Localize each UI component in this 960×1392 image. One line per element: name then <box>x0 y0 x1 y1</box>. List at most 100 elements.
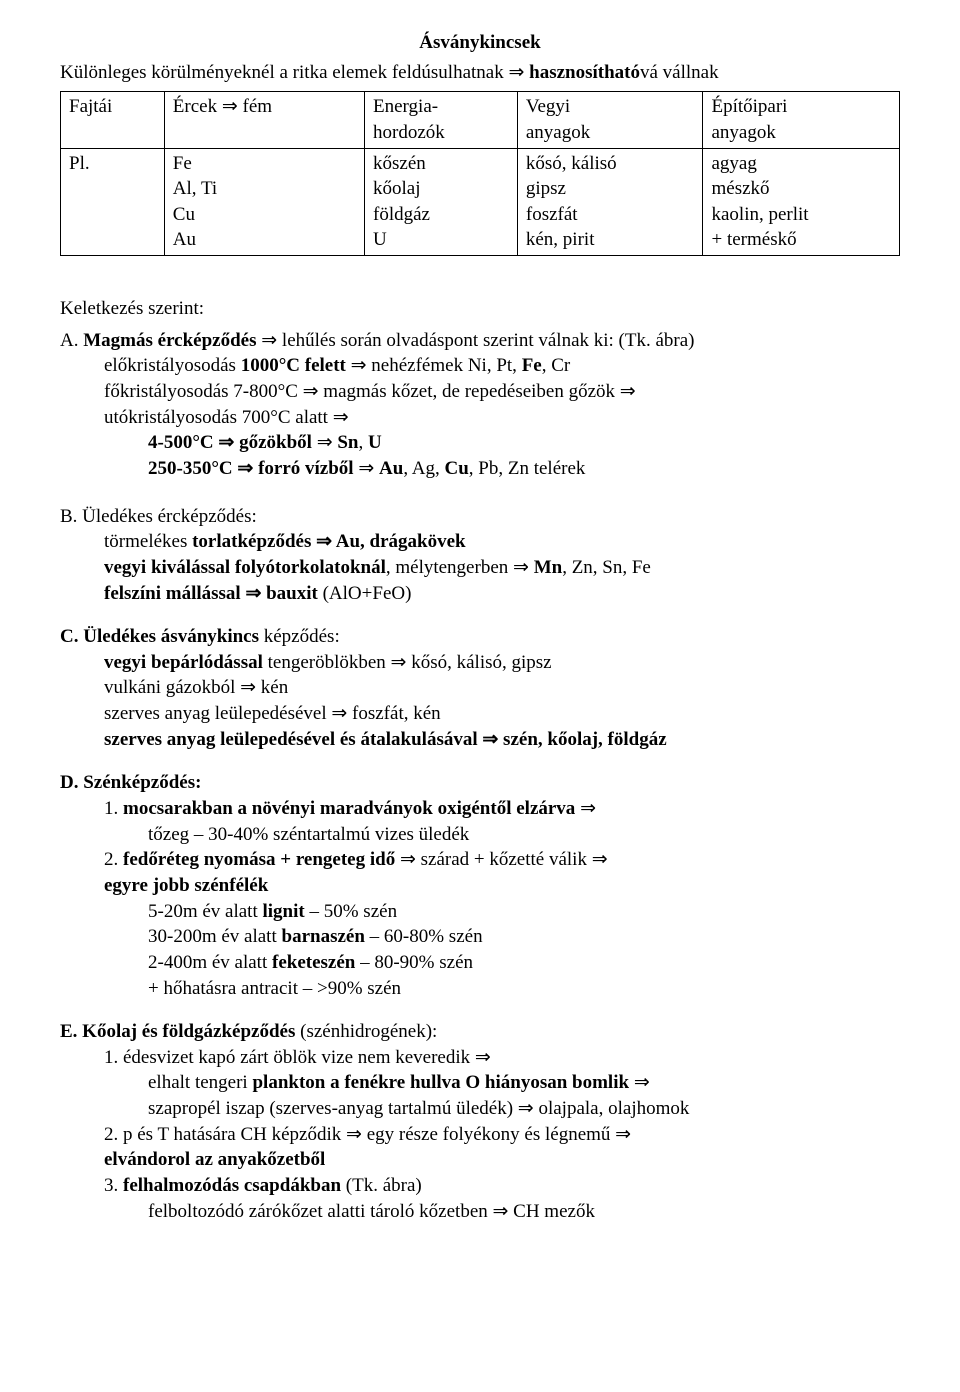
a-l3: utókristályosodás 700°C alatt ⇒ <box>104 405 900 431</box>
subtitle-post: vá vállnak <box>640 62 719 83</box>
text: (szénhidrogének): <box>295 1021 437 1042</box>
classification-table: Fajtái Ércek ⇒ fém Energia- hordozók Veg… <box>60 91 900 256</box>
bold: 250-350°C ⇒ <box>148 458 258 479</box>
b-l3: felszíni mállással ⇒ bauxit (AlO+FeO) <box>104 581 900 607</box>
d-l4: egyre jobb szénfélék <box>104 873 900 899</box>
e-l6: 3. felhalmozódás csapdákban (Tk. ábra) <box>104 1173 900 1199</box>
d-l3: 2. fedőréteg nyomása + rengeteg idő ⇒ sz… <box>104 847 900 873</box>
bold: U <box>368 432 382 453</box>
text: 2-400m év alatt <box>148 952 272 973</box>
text: 2. <box>104 849 123 870</box>
text: 5-20m év alatt <box>148 901 263 922</box>
a-l2: főkristályosodás 7-800°C ⇒ magmás kőzet,… <box>104 379 900 405</box>
b-l2: vegyi kiválással folyótorkolatoknál, mél… <box>104 555 900 581</box>
bold: torlatképződés ⇒ Au, drágakövek <box>192 531 466 552</box>
cell-line: Vegyi <box>526 94 695 120</box>
section-c: C. Üledékes ásványkincs képződés: vegyi … <box>60 624 900 752</box>
cell-fajtai: Fajtái <box>61 92 165 148</box>
text: képződés: <box>264 626 340 647</box>
text: – 80-90% szén <box>355 952 473 973</box>
text: ⇒ <box>575 798 596 819</box>
bold: Fe <box>522 355 542 376</box>
section-keletkezes: Keletkezés szerint: A. Magmás ércképződé… <box>60 296 900 481</box>
cell-line: foszfát <box>526 202 695 228</box>
e-l1: 1. édesvizet kapó zárt öblök vize nem ke… <box>104 1045 900 1071</box>
a-title-post: ⇒ lehűlés során olvadáspont szerint váln… <box>257 330 695 351</box>
e-l5: elvándorol az anyakőzetből <box>104 1147 900 1173</box>
cell-line: Energia- <box>373 94 509 120</box>
d-title: D. Szénképződés: <box>60 770 900 796</box>
b-l1: törmelékes torlatképződés ⇒ Au, drágaköv… <box>104 529 900 555</box>
bold: Sn <box>337 432 358 453</box>
text: tengeröblökben ⇒ kősó, kálisó, gipsz <box>263 652 552 673</box>
cell-line: kőszén <box>373 151 509 177</box>
cell-vegyi: Vegyi anyagok <box>517 92 703 148</box>
heading-keletkezes: Keletkezés szerint: <box>60 296 900 322</box>
c-l1: vegyi bepárlódással tengeröblökben ⇒ kős… <box>104 650 900 676</box>
cell-line: Cu <box>173 202 356 228</box>
text: , mélytengerben ⇒ <box>386 557 534 578</box>
e-l3: szapropél iszap (szerves-anyag tartalmú … <box>148 1096 900 1122</box>
bold: vegyi kiválással folyótorkolatoknál <box>104 557 386 578</box>
text: ⇒ <box>354 458 379 479</box>
table-row: Pl. Fe Al, Ti Cu Au kőszén kőolaj földgá… <box>61 148 900 256</box>
subtitle-bold: hasznosítható <box>529 62 640 83</box>
text: ⇒ szárad + kőzetté válik ⇒ <box>395 849 607 870</box>
a-l1: előkristályosodás 1000°C felett ⇒ nehézf… <box>104 353 900 379</box>
text: ⇒ <box>629 1072 650 1093</box>
cell-line: földgáz <box>373 202 509 228</box>
cell-line: kősó, kálisó <box>526 151 695 177</box>
bold: feketeszén <box>272 952 355 973</box>
section-d: D. Szénképződés: 1. mocsarakban a növény… <box>60 770 900 1001</box>
cell-line: Al, Ti <box>173 176 356 202</box>
cell-line: Építőipari <box>711 94 891 120</box>
e-l4: 2. p és T hatására CH képződik ⇒ egy rés… <box>104 1122 900 1148</box>
bold: vegyi bepárlódással <box>104 652 263 673</box>
table-row: Fajtái Ércek ⇒ fém Energia- hordozók Veg… <box>61 92 900 148</box>
subtitle-pre: Különleges körülményeknél a ritka elemek… <box>60 62 529 83</box>
cell-line: mészkő <box>711 176 891 202</box>
text: előkristályosodás <box>104 355 241 376</box>
bold: fedőréteg nyomása + rengeteg idő <box>123 849 395 870</box>
d-l2: tőzeg – 30-40% széntartalmú vizes üledék <box>148 822 900 848</box>
bold: barnaszén <box>282 926 365 947</box>
bold: 4-500 <box>148 432 192 453</box>
d-l5: 5-20m év alatt lignit – 50% szén <box>148 899 900 925</box>
d-l7: 2-400m év alatt feketeszén – 80-90% szén <box>148 950 900 976</box>
text: ⇒ nehézfémek Ni, Pt, <box>346 355 522 376</box>
cell-line: + terméskő <box>711 227 891 253</box>
text: – 60-80% szén <box>365 926 483 947</box>
bold: 1000°C felett <box>241 355 346 376</box>
text: , Cr <box>542 355 571 376</box>
cell-line: kén, pirit <box>526 227 695 253</box>
bold: lignit <box>263 901 305 922</box>
bold: mocsarakban a növényi maradványok oxigén… <box>123 798 575 819</box>
c-l4: szerves anyag leülepedésével és átalakul… <box>104 727 900 753</box>
c-l2: vulkáni gázokból ⇒ kén <box>104 675 900 701</box>
cell-ercek: Ércek ⇒ fém <box>164 92 364 148</box>
section-a-title: A. Magmás ércképződés ⇒ lehűlés során ol… <box>60 328 900 354</box>
text: törmelékes <box>104 531 192 552</box>
bold: Au <box>379 458 403 479</box>
text: , Zn, Sn, Fe <box>562 557 651 578</box>
bold: C. Üledékes ásványkincs <box>60 626 264 647</box>
section-b: B. Üledékes ércképződés: törmelékes torl… <box>60 504 900 607</box>
d-l1: 1. mocsarakban a növényi maradványok oxi… <box>104 796 900 822</box>
text: ⇒ <box>312 432 337 453</box>
a-title-pre: A. <box>60 330 83 351</box>
cell-line: U <box>373 227 509 253</box>
cell-line: agyag <box>711 151 891 177</box>
cell-line: gipsz <box>526 176 695 202</box>
cell-line: anyagok <box>711 120 891 146</box>
text: 1. <box>104 798 123 819</box>
c-l3: szerves anyag leülepedésével ⇒ foszfát, … <box>104 701 900 727</box>
text: elhalt tengeri <box>148 1072 252 1093</box>
cell-agyag: agyag mészkő kaolin, perlit + terméskő <box>703 148 900 256</box>
cell-epitoipari: Építőipari anyagok <box>703 92 900 148</box>
cell-line: hordozók <box>373 120 509 146</box>
cell-line: Au <box>173 227 356 253</box>
text: – 50% szén <box>305 901 397 922</box>
cell-koszen: kőszén kőolaj földgáz U <box>365 148 518 256</box>
bold: gőzökből <box>239 432 312 453</box>
cell-line: anyagok <box>526 120 695 146</box>
